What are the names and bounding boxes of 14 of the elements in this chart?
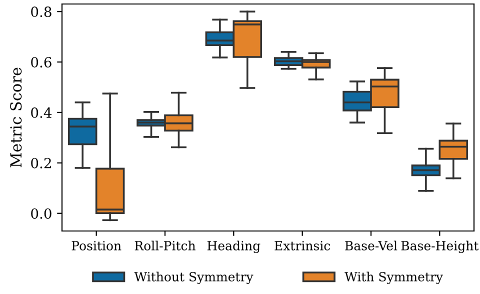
y-axis-title: Metric Score [10, 68, 22, 168]
legend-label: Without Symmetry [134, 272, 254, 284]
x-tick-label: Roll-Pitch [134, 240, 196, 250]
x-tick-label: Base-Vel [345, 240, 398, 250]
y-tick-label: 0.4 [31, 107, 52, 118]
x-tick-label: Extrinsic [274, 241, 330, 250]
y-tick-label: 0.8 [31, 6, 52, 18]
x-tick-label: Heading [207, 240, 260, 253]
y-tick-label: 0.6 [31, 56, 52, 68]
x-tick-label: Base-Height [401, 240, 479, 253]
y-tick-label: 0.0 [31, 208, 52, 219]
legend-label: With Symmetry [344, 272, 443, 284]
x-tick-label: Position [72, 241, 122, 250]
y-tick-label: 0.2 [31, 158, 51, 168]
